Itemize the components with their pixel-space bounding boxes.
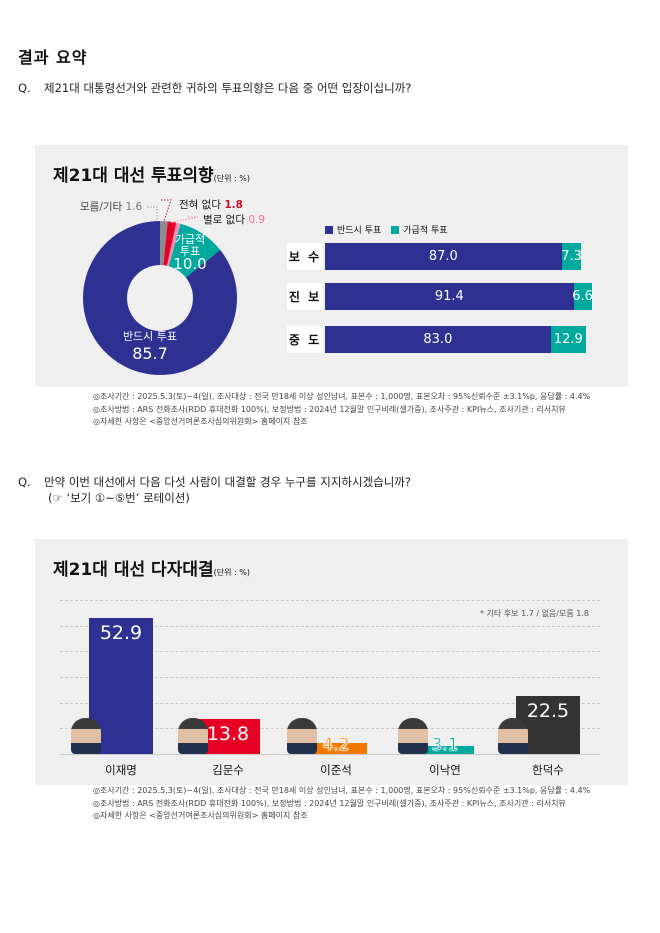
legend-item: 반드시 투표 [325,223,381,236]
candidate-name: 이준석 [320,763,352,777]
candidate-photo [287,718,317,754]
page-title: 결과 요약 [18,48,88,67]
gridline [60,702,600,704]
legend-label: 반드시 투표 [337,226,382,236]
question-number: Q. [18,81,31,95]
gridline [60,676,600,678]
bar-segment: 91.4 [325,283,574,310]
note: ◎조사기간 : 2025.5.3(토)~4(일), 조사대상 : 전국 만18세… [93,392,591,401]
slice-label: 별로 없다 [203,214,245,226]
survey-notes-1: ◎조사기간 : 2025.5.3(토)~4(일), 조사대상 : 전국 만18세… [93,391,590,429]
slice-value: 0.9 [248,214,266,226]
row-label: 보 수 [287,243,323,270]
legend: 반드시 투표 가급적 투표 [325,223,448,236]
donut-slice [168,223,221,278]
slice-value: 85.7 [132,344,168,363]
candidate-photo [178,718,208,754]
row-label: 중 도 [287,326,323,353]
slice-label: 모름/기타 [80,201,123,213]
leader-line [168,216,199,224]
bar: 3.1 [416,736,474,754]
chart-title-text: 제21대 대선 다자대결 [53,560,214,580]
donut-slice [160,221,168,266]
row-label: 진 보 [287,283,323,310]
candidate-name: 김문수 [212,763,244,777]
note: ◎조사기간 : 2025.5.3(토)~4(일), 조사대상 : 전국 만18세… [93,786,591,795]
slice-value: 1.6 [125,201,143,213]
gridline [60,728,600,730]
label-likely: 가급적 투표 10.0 [168,233,212,273]
legend-swatch [391,225,400,234]
slice-label: 반드시 투표 [122,330,178,343]
annotation: * 기타 후보 1.7 / 없음/모름 1.8 [480,609,589,618]
legend-swatch [325,225,333,234]
leader-line [147,206,158,221]
chart-title: 제21대 대선 투표의향(단위 : %) [53,161,250,186]
note: ◎조사방법 : ARS 전화조사(RDD 휴대전화 100%), 보정방법 : … [93,798,566,808]
leader-line [161,199,172,222]
note: ◎조사방법 : ARS 전화조사(RDD 휴대전화 100%), 보정방법 : … [93,404,566,414]
question-2: Q. 만약 이번 대선에서 다음 다섯 사람이 대결할 경우 누구를 지지하시겠습… [18,474,411,506]
question-text: 만약 이번 대선에서 다음 다섯 사람이 대결할 경우 누구를 지지하시겠습니까… [44,475,411,489]
donut-chart [83,199,238,375]
donut-slice [166,222,181,267]
unit-label: (단위 : %) [213,568,250,577]
gridline [60,754,600,755]
bar-segment: 6.6 [572,283,593,310]
label-little: 별로 없다 0.9 [203,212,265,227]
legend-label: 가급적 투표 [403,226,448,236]
label-none: 전혀 없다 1.8 [179,197,243,212]
gridline [60,625,600,627]
bar-segment: 83.0 [325,326,551,353]
slice-label: 전혀 없다 [179,199,221,211]
bar: 4.2 [305,736,367,754]
slice-value: 10.0 [173,255,207,273]
candidate-photo [71,718,101,754]
bar-segment: 7.3 [561,243,582,270]
label-unknown: 모름/기타 1.6 [80,199,142,214]
unit-label: (단위 : %) [213,174,250,183]
gridline [60,651,600,653]
candidate-name: 이낙연 [429,763,461,777]
candidate-name: 한덕수 [532,763,564,777]
donut-slice [163,221,177,266]
chart-title-text: 제21대 대선 투표의향 [53,166,214,186]
bar-segment: 12.9 [550,326,586,353]
note: ◎자세한 사항은 <중앙선거여론조사심의위원회> 홈페이지 참조 [93,811,308,820]
slice-label: 가급적 투표 [174,233,206,258]
candidate-photo [398,718,428,754]
question-subtext: (☞ ‘보기 ①~⑤번’ 로테이션) [48,491,190,505]
donut-slice [83,221,238,375]
chart-panel-1: 제21대 대선 투표의향(단위 : %) 모름/기타 1.6 전혀 없다 1.8… [35,145,628,387]
gridline [60,599,600,601]
survey-notes-2: ◎조사기간 : 2025.5.3(토)~4(일), 조사대상 : 전국 만18세… [93,785,590,823]
candidate-name: 이재명 [105,763,137,777]
candidate-photo [498,718,528,754]
slice-value: 1.8 [224,199,243,211]
question-1: Q. 제21대 대통령선거와 관련한 귀하의 투표의향은 다음 중 어떤 입장이십… [18,80,411,96]
chart-title: 제21대 대선 다자대결(단위 : %) [53,555,250,580]
label-definitely: 반드시 투표 85.7 [110,328,190,363]
question-text: 제21대 대통령선거와 관련한 귀하의 투표의향은 다음 중 어떤 입장이십니까… [44,81,412,95]
question-number: Q. [18,475,31,489]
note: ◎자세한 사항은 <중앙선거여론조사심의위원회> 홈페이지 참조 [93,417,308,426]
legend-item: 가급적 투표 [391,223,448,236]
bar-segment: 87.0 [325,243,562,270]
